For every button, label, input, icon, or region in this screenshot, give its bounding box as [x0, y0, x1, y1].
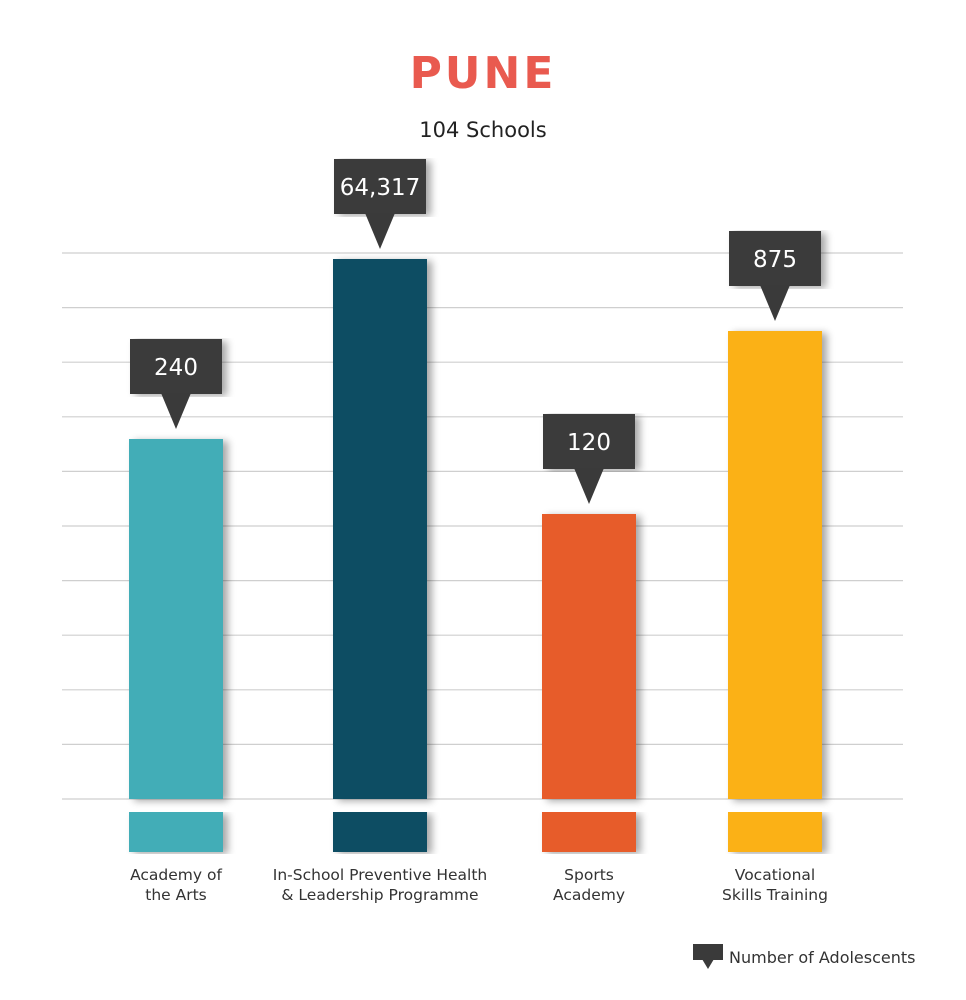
value-callout	[130, 339, 222, 394]
bar	[542, 514, 636, 799]
value-callout	[334, 159, 426, 214]
bar-base	[129, 812, 223, 852]
callout-pointer	[161, 393, 191, 429]
bar-base	[728, 812, 822, 852]
bar-base	[333, 812, 427, 852]
bar-base	[542, 812, 636, 852]
bar	[333, 259, 427, 799]
chart-subtitle: 104 Schools	[419, 118, 547, 142]
callout-marker-icon	[693, 944, 723, 969]
value-callout	[543, 414, 635, 469]
category-label: Vocational Skills Training	[722, 866, 828, 904]
value-label: 120	[567, 430, 611, 456]
category-label: Academy of the Arts	[130, 866, 222, 904]
category-label: Sports Academy	[553, 866, 625, 904]
category-label: In-School Preventive Health & Leadership…	[272, 866, 488, 904]
value-callout	[729, 231, 821, 286]
callout-pointer	[574, 468, 604, 504]
value-label: 875	[753, 247, 797, 273]
value-label: 240	[154, 355, 198, 381]
bar	[728, 331, 822, 799]
legend-label: Number of Adolescents	[729, 947, 916, 967]
value-label: 64,317	[340, 175, 420, 201]
chart-title: PUNE	[409, 48, 557, 99]
callout-pointer	[365, 213, 395, 249]
callout-pointer	[760, 285, 790, 321]
legend: Number of Adolescents	[693, 944, 916, 969]
bar	[129, 439, 223, 799]
